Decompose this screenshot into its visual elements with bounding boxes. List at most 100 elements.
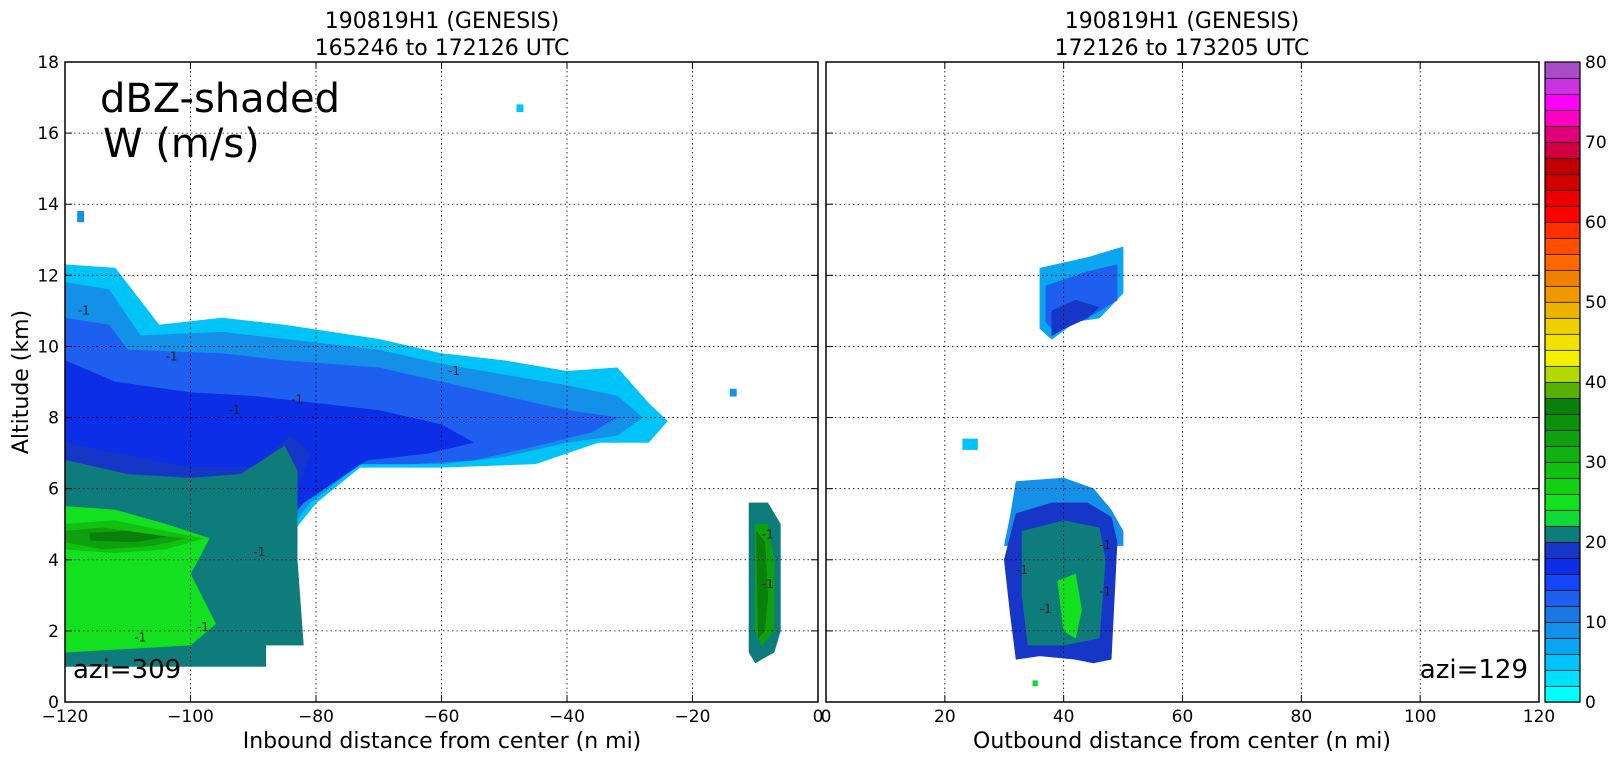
left-xtick-label-3: −60: [424, 707, 460, 727]
colorbar-bin-18: [1544, 541, 1581, 559]
left-contour-label-1: -1: [166, 350, 178, 364]
right-contour-label-2: -1: [1099, 538, 1111, 552]
left-xtick-label-5: −20: [675, 707, 711, 727]
left-y-axis-label: Altitude (km): [9, 310, 34, 454]
left-ytick-label-3: 6: [48, 480, 59, 500]
left-title-line2: 165246 to 172126 UTC: [315, 36, 570, 61]
colorbar-tick-label-5: 50: [1585, 293, 1607, 313]
colorbar-bin-26: [1544, 477, 1581, 495]
colorbar-bin-20: [1544, 525, 1581, 543]
colorbar-tick-label-2: 20: [1585, 533, 1607, 553]
colorbar-bin-2: [1544, 669, 1581, 687]
dbz-colorbar-ticks: 0 10 20 30 40 50 60 70 80: [1585, 53, 1607, 713]
right-xtick-label-4: 80: [1291, 707, 1313, 727]
left-dbz-region-9: [89, 530, 166, 543]
dbz-colorbar: [1544, 61, 1581, 703]
colorbar-bin-6: [1544, 637, 1581, 655]
colorbar-bin-38: [1544, 381, 1581, 399]
right-xtick-label-5: 100: [1404, 707, 1436, 727]
colorbar-bin-28: [1544, 461, 1581, 479]
left-annotation-azimuth: azi=309: [73, 655, 181, 685]
colorbar-bin-24: [1544, 493, 1581, 511]
colorbar-tick-label-7: 70: [1585, 133, 1607, 153]
colorbar-bin-10: [1544, 605, 1581, 623]
colorbar-bin-14: [1544, 573, 1581, 591]
left-ytick-label-0: 0: [48, 693, 59, 713]
left-annotation-dbz: dBZ-shaded: [100, 76, 340, 122]
colorbar-bin-30: [1544, 445, 1581, 463]
colorbar-tick-label-4: 40: [1585, 373, 1607, 393]
left-ytick-label-7: 14: [37, 195, 59, 215]
colorbar-bin-76: [1544, 77, 1581, 95]
colorbar-tick-label-1: 10: [1585, 613, 1607, 633]
colorbar-bin-72: [1544, 109, 1581, 127]
colorbar-bin-74: [1544, 93, 1581, 111]
colorbar-frame: [1544, 61, 1581, 703]
colorbar-bin-66: [1544, 157, 1581, 175]
colorbar-bin-78: [1544, 61, 1581, 79]
left-reflectivity-field: [65, 104, 781, 667]
colorbar-bin-68: [1544, 141, 1581, 159]
left-contour-label-5: -1: [254, 545, 266, 559]
left-ytick-label-5: 10: [37, 337, 59, 357]
colorbar-bin-44: [1544, 333, 1581, 351]
colorbar-bin-8: [1544, 621, 1581, 639]
left-panel: 190819H1 (GENESIS) 165246 to 172126 UTC …: [9, 9, 823, 754]
left-w-contours: -1 -1 -1 -1 -1 -1 -1 -1 -1 -1: [78, 303, 774, 644]
right-reflectivity-field: [962, 246, 1124, 687]
colorbar-bin-58: [1544, 221, 1581, 239]
left-contour-label-6: -1: [134, 631, 146, 645]
colorbar-tick-label-6: 60: [1585, 213, 1607, 233]
colorbar-tick-label-3: 30: [1585, 453, 1607, 473]
right-xtick-label-1: 20: [934, 707, 956, 727]
colorbar-bin-22: [1544, 509, 1581, 527]
right-xtick-label-3: 60: [1172, 707, 1194, 727]
colorbar-bin-62: [1544, 189, 1581, 207]
colorbar-bin-12: [1544, 589, 1581, 607]
right-title-line1: 190819H1 (GENESIS): [1065, 9, 1299, 34]
right-title-line2: 172126 to 173205 UTC: [1055, 36, 1310, 61]
colorbar-bin-60: [1544, 205, 1581, 223]
left-ytick-label-1: 2: [48, 622, 59, 642]
colorbar-tick-label-8: 80: [1585, 53, 1607, 73]
left-x-axis-label: Inbound distance from center (n mi): [243, 729, 642, 754]
right-panel: 190819H1 (GENESIS) 172126 to 173205 UTC …: [821, 9, 1556, 754]
right-contour-label-3: -1: [1099, 584, 1111, 598]
left-xtick-label-0: −120: [42, 707, 89, 727]
right-xtick-label-2: 40: [1053, 707, 1075, 727]
left-xtick-label-1: −100: [167, 707, 214, 727]
left-contour-label-4: -1: [448, 364, 460, 378]
left-contour-label-3: -1: [228, 403, 240, 417]
colorbar-tick-label-0: 0: [1585, 693, 1596, 713]
right-grid: [826, 62, 1539, 702]
left-contour-label-2: -1: [291, 392, 303, 406]
right-w-contours: -1 -1 -1 -1: [1016, 538, 1111, 616]
colorbar-bin-46: [1544, 317, 1581, 335]
colorbar-bin-56: [1544, 237, 1581, 255]
right-contour-label-0: -1: [1016, 563, 1028, 577]
left-ytick-label-8: 16: [37, 124, 59, 144]
left-contour-label-8: -1: [762, 577, 774, 591]
colorbar-bin-32: [1544, 429, 1581, 447]
left-xtick-label-4: −40: [549, 707, 585, 727]
right-x-axis-label: Outbound distance from center (n mi): [973, 729, 1391, 754]
right-annotation-azimuth: azi=129: [1420, 655, 1528, 685]
left-dbz-region-15: [756, 530, 769, 639]
colorbar-bin-16: [1544, 557, 1581, 575]
left-axis-ticks: −120 −100 −80 −60 −40 −20 0 0 2 4 6 8 10 12 14 16 18: [37, 53, 823, 727]
colorbar-bin-34: [1544, 413, 1581, 431]
colorbar-bin-54: [1544, 253, 1581, 271]
left-dbz-region-10: [77, 211, 85, 223]
left-dbz-region-11: [516, 104, 524, 113]
left-xtick-label-2: −80: [298, 707, 334, 727]
right-dbz-region-2: [1051, 299, 1100, 337]
left-title-line1: 190819H1 (GENESIS): [325, 9, 559, 34]
colorbar-bin-4: [1544, 653, 1581, 671]
left-grid: [65, 62, 818, 702]
right-dbz-region-8: [1032, 680, 1038, 687]
left-contour-label-7: -1: [197, 620, 209, 634]
left-contour-label-0: -1: [78, 303, 90, 317]
left-ytick-label-4: 8: [48, 409, 59, 429]
colorbar-bin-40: [1544, 365, 1581, 383]
